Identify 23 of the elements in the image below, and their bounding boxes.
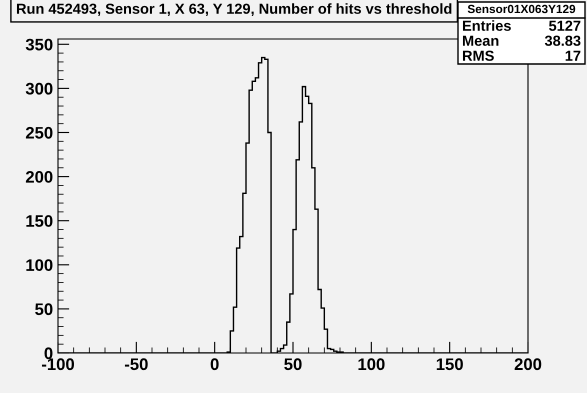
text: Sensor01X063Y129: [468, 4, 576, 14]
x-tick-label: 200: [514, 358, 542, 370]
y-tick-label: 250: [26, 126, 52, 139]
y-tick-label: 150: [26, 215, 52, 227]
text: 5127: [549, 20, 580, 31]
y-tick-label: 0: [44, 347, 52, 360]
x-tick-label: 150: [436, 358, 463, 370]
y-tick-label: 300: [26, 82, 52, 95]
text: 38.83: [544, 36, 580, 46]
chart-title: Run 452493, Sensor 1, X 63, Y 129, Number of hits vs threshold: [16, 3, 452, 16]
y-tick-label: 350: [26, 38, 52, 51]
text: Entries: [462, 20, 511, 31]
x-tick-label: -100: [42, 358, 74, 370]
x-tick-label: 50: [284, 358, 302, 370]
annotation: Mean: [462, 36, 498, 46]
y-tick-label: 200: [26, 170, 52, 183]
annotation: RMS: [462, 50, 494, 61]
x-tick-label: 0: [210, 358, 219, 370]
y-tick-label: 100: [26, 259, 52, 271]
x-tick-label: -50: [124, 358, 148, 370]
y-tick-label: 50: [35, 303, 52, 316]
x-tick-label: 100: [358, 358, 385, 370]
text: 17: [566, 50, 580, 61]
